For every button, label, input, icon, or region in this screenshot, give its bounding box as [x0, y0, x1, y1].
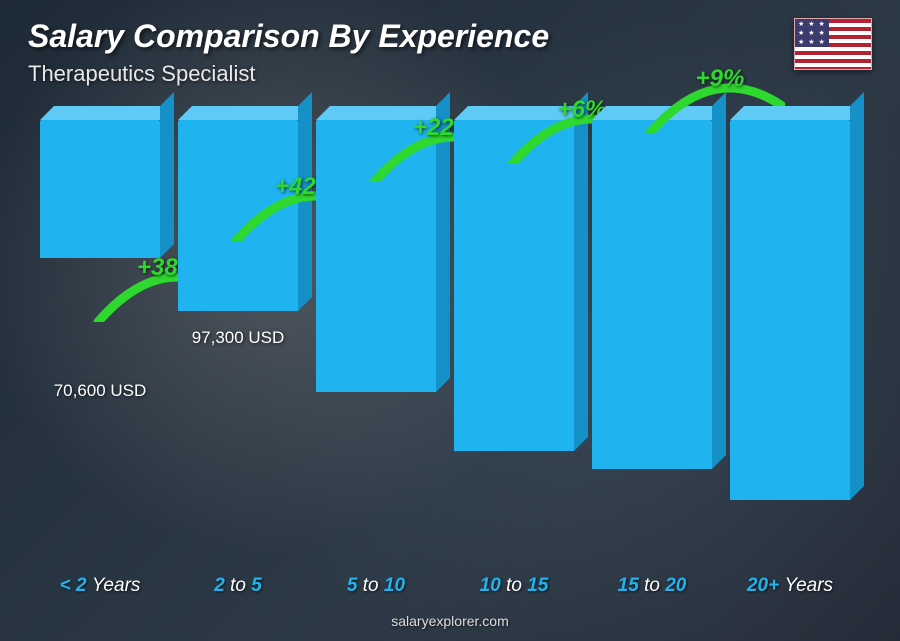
infographic-container: Salary Comparison By Experience Therapeu…	[0, 0, 900, 641]
title-block: Salary Comparison By Experience Therapeu…	[28, 18, 549, 87]
bar-side-face	[160, 92, 174, 258]
bar-wrap: 169,000 USD+22%	[454, 120, 574, 561]
bar-top-face	[592, 106, 726, 120]
bar	[40, 120, 160, 258]
bar-wrap: 178,000 USD+6%	[592, 120, 712, 561]
bar-value-label: 97,300 USD	[158, 328, 318, 348]
bar-wrap: 139,000 USD+42%	[316, 120, 436, 561]
bar	[178, 120, 298, 311]
bar-chart: 70,600 USD97,300 USD+38%139,000 USD+42%1…	[40, 120, 850, 561]
us-flag-icon	[794, 18, 872, 70]
bar-side-face	[850, 92, 864, 500]
bar-wrap: 70,600 USD	[40, 120, 160, 561]
x-axis-label: 10 to 15	[454, 575, 574, 597]
x-axis-label: < 2 Years	[40, 575, 160, 597]
bar-top-face	[730, 106, 864, 120]
x-axis-label: 15 to 20	[592, 575, 712, 597]
x-axis-labels: < 2 Years 2 to 5 5 to 10 10 to 15 15 to 20 20…	[40, 575, 850, 597]
bar	[730, 120, 850, 500]
source-footer: salaryexplorer.com	[0, 613, 900, 629]
x-axis-label: 20+ Years	[730, 575, 850, 597]
bar	[454, 120, 574, 451]
x-axis-label: 2 to 5	[178, 575, 298, 597]
bar	[316, 120, 436, 392]
bar-side-face	[574, 92, 588, 451]
x-axis-label: 5 to 10	[316, 575, 436, 597]
pct-increase-label: +9%	[660, 65, 780, 93]
bar-wrap: 194,000 USD+9%	[730, 120, 850, 561]
page-title: Salary Comparison By Experience	[28, 18, 549, 55]
bar-top-face	[178, 106, 312, 120]
bar-side-face	[298, 92, 312, 311]
bar	[592, 120, 712, 469]
page-subtitle: Therapeutics Specialist	[28, 61, 549, 87]
bar-value-label: 70,600 USD	[20, 381, 180, 401]
bar-top-face	[40, 106, 174, 120]
